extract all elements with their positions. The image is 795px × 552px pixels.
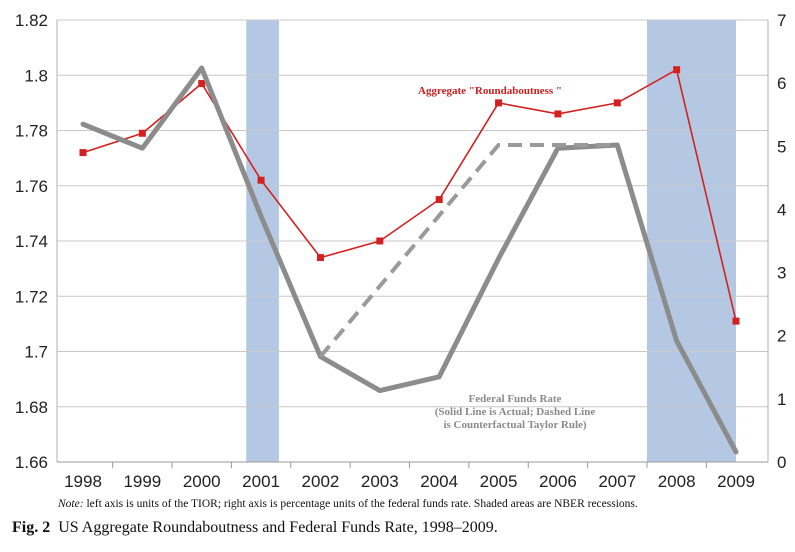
left-tick-label-0: 1.66	[15, 453, 48, 472]
roundaboutness-point-2004	[435, 196, 443, 204]
x-tick-label-2009: 2009	[717, 472, 755, 491]
left-tick-label-5: 1.76	[15, 177, 48, 196]
right-tick-label-3: 3	[777, 264, 786, 283]
roundaboutness-line	[82, 68, 737, 322]
roundaboutness-point-2005	[495, 99, 503, 107]
roundaboutness-point-2009	[732, 317, 740, 325]
roundaboutness-point-1999	[138, 129, 146, 137]
plot-frame	[56, 20, 769, 468]
right-tick-label-6: 6	[777, 74, 786, 93]
fed-funds-label-line-3: is Counterfactual Taylor Rule)	[443, 419, 586, 431]
annotations: Aggregate "Roundaboutness " Federal Fund…	[418, 85, 595, 431]
roundaboutness-point-2006	[554, 110, 562, 118]
x-tick-label-1999: 1999	[123, 472, 161, 491]
note-lead: Note:	[58, 498, 84, 510]
roundaboutness-point-2003	[376, 237, 384, 245]
roundaboutness-point-2008	[673, 66, 681, 74]
roundaboutness-point-2000	[198, 80, 206, 88]
right-tick-label-1: 1	[777, 390, 786, 409]
left-tick-label-7: 1.8	[24, 66, 48, 85]
roundaboutness-point-2002	[316, 254, 324, 262]
x-tick-label-2006: 2006	[539, 472, 577, 491]
left-tick-label-1: 1.68	[15, 398, 48, 417]
x-tick-label-2008: 2008	[658, 472, 696, 491]
right-tick-label-4: 4	[777, 200, 786, 219]
chart: 1.66 1.68 1.7 1.72 1.74 1.76 1.78 1.8 1.82 0 1 2 3 4 5…	[15, 11, 787, 491]
x-tick-label-2001: 2001	[242, 472, 280, 491]
x-tick-label-2005: 2005	[480, 472, 518, 491]
series-lines	[79, 65, 740, 455]
x-tick-label-2003: 2003	[361, 472, 399, 491]
left-tick-label-6: 1.78	[15, 122, 48, 141]
right-tick-label-5: 5	[777, 137, 786, 156]
roundaboutness-point-2007	[613, 99, 621, 107]
roundaboutness-point-2001	[257, 176, 265, 184]
gridlines	[57, 19, 768, 463]
right-tick-label-0: 0	[777, 453, 786, 472]
left-tick-label-3: 1.72	[15, 287, 48, 306]
x-tick-label-2000: 2000	[183, 472, 221, 491]
fed-funds-actual-line	[80, 65, 739, 455]
right-tick-label-7: 7	[777, 11, 786, 30]
left-tick-label-8: 1.82	[15, 11, 48, 30]
caption-label: Fig. 2	[12, 519, 51, 536]
tick-labels: 1.66 1.68 1.7 1.72 1.74 1.76 1.78 1.8 1.82 0 1 2 3 4 5…	[15, 11, 787, 491]
figure-caption: Fig. 2 US Aggregate Roundaboutness and Fe…	[12, 519, 782, 537]
left-tick-label-4: 1.74	[15, 232, 48, 251]
note-text: left axis is units of the TIOR; right ax…	[83, 498, 638, 510]
left-tick-label-2: 1.7	[24, 343, 48, 362]
fed-funds-label-line-2: (Solid Line is Actual; Dashed Line	[435, 406, 596, 418]
taylor-rule-dashed-line	[318, 143, 618, 358]
roundaboutness-series-label: Aggregate "Roundaboutness "	[418, 85, 562, 97]
fed-funds-label-line-1: Federal Funds Rate	[469, 393, 562, 405]
caption-text: US Aggregate Roundaboutness and Federal …	[58, 519, 498, 536]
x-tick-label-2004: 2004	[420, 472, 458, 491]
right-tick-label-2: 2	[777, 327, 786, 346]
x-tick-label-2007: 2007	[598, 472, 636, 491]
roundaboutness-point-1998	[79, 149, 87, 157]
x-tick-label-2002: 2002	[302, 472, 340, 491]
figure-note: Note: left axis is units of the TIOR; ri…	[58, 498, 788, 510]
x-tick-label-1998: 1998	[64, 472, 102, 491]
